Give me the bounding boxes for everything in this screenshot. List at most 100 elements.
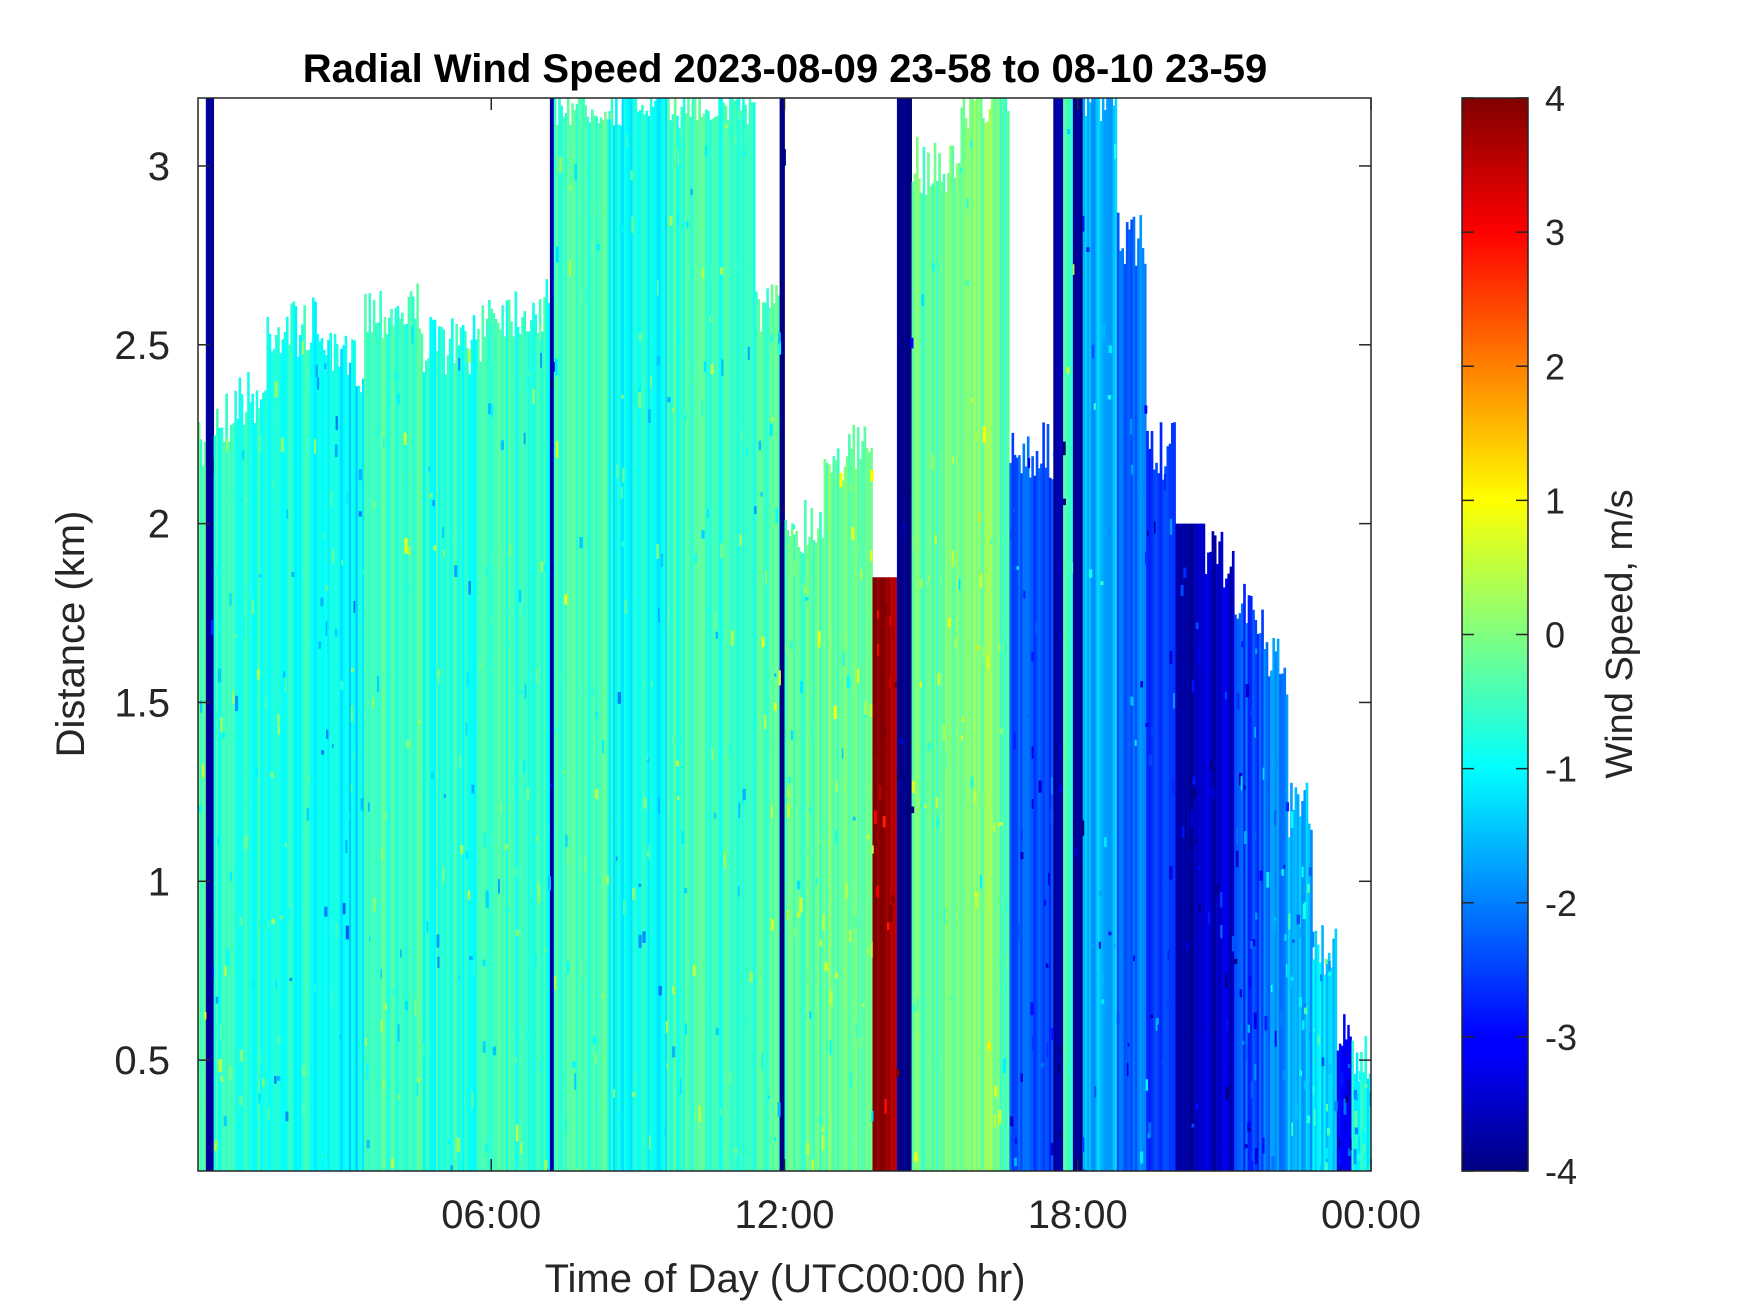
heatmap-speckle (489, 309, 492, 326)
heatmap-speckle (204, 1011, 207, 1020)
heatmap-cell (496, 322, 500, 1171)
heatmap-cell (724, 105, 728, 1171)
heatmap-speckle (1098, 941, 1101, 949)
heatmap-speckle (677, 213, 679, 225)
heatmap-cell (1218, 541, 1222, 1171)
heatmap-speckle (1302, 903, 1307, 919)
heatmap-cell (799, 551, 803, 1171)
heatmap-speckle (1031, 1035, 1034, 1051)
heatmap-speckle (492, 1046, 497, 1056)
heatmap-cell (658, 98, 662, 1171)
heatmap-speckle (1284, 934, 1287, 941)
heatmap-speckle (1057, 1062, 1061, 1074)
heatmap-cell (634, 98, 638, 1171)
heatmap-cell (368, 293, 372, 1171)
heatmap-speckle (1198, 904, 1201, 913)
heatmap-cell (392, 325, 395, 1171)
heatmap-speckle (1238, 709, 1241, 725)
heatmap-cell (519, 333, 522, 1171)
heatmap-speckle (1343, 1098, 1347, 1115)
heatmap-segment-20 (911, 136, 961, 1171)
heatmap-speckle (809, 806, 812, 814)
heatmap-cell (744, 104, 747, 1171)
x-tick-label: 00:00 (1321, 1193, 1421, 1237)
heatmap-cell (940, 182, 944, 1171)
heatmap-speckle (690, 189, 693, 195)
heatmap-speckle (621, 541, 625, 547)
heatmap-speckle (1155, 1018, 1159, 1025)
heatmap-speckle (815, 878, 818, 884)
heatmap-speckle (1319, 1165, 1322, 1171)
heatmap-speckle (198, 1061, 201, 1071)
heatmap-speckle (416, 1083, 419, 1096)
heatmap-speckle (664, 1126, 667, 1137)
heatmap-speckle (1101, 324, 1106, 339)
heatmap-speckle (471, 1092, 474, 1108)
heatmap-speckle (1255, 648, 1258, 655)
heatmap-speckle (650, 823, 653, 828)
heatmap-speckle (919, 681, 922, 688)
heatmap-speckle (301, 341, 304, 355)
heatmap-cell (571, 103, 574, 1171)
heatmap-speckle (1291, 977, 1294, 981)
heatmap-speckle (306, 808, 310, 821)
heatmap-speckle (719, 267, 723, 275)
heatmap-cell (1106, 98, 1109, 1171)
heatmap-speckle (623, 900, 626, 915)
heatmap-speckle (821, 1126, 824, 1132)
heatmap-speckle (787, 777, 791, 783)
heatmap-cell (238, 377, 242, 1171)
heatmap-speckle (934, 535, 937, 545)
heatmap-speckle (874, 756, 878, 761)
heatmap-speckle (775, 507, 778, 524)
heatmap-speckle (285, 439, 287, 443)
heatmap-speckle (515, 1124, 519, 1142)
heatmap-speckle (889, 677, 891, 688)
heatmap-speckle (1005, 955, 1009, 967)
heatmap-speckle (1185, 942, 1189, 951)
heatmap-speckle (1027, 715, 1030, 719)
heatmap-speckle (1238, 772, 1243, 786)
heatmap-speckle (1100, 972, 1104, 986)
heatmap-speckle (255, 767, 259, 778)
heatmap-speckle (391, 989, 395, 995)
heatmap-speckle (833, 705, 838, 719)
heatmap-speckle (285, 1111, 289, 1122)
heatmap-speckle (1099, 891, 1102, 896)
heatmap-speckle (1282, 1070, 1286, 1080)
heatmap-speckle (291, 830, 295, 842)
heatmap-cell (927, 152, 930, 1171)
heatmap-cell (746, 124, 750, 1171)
heatmap-speckle (479, 662, 482, 670)
heatmap-cell (647, 116, 651, 1171)
heatmap-cell (623, 98, 627, 1171)
heatmap-speckle (489, 615, 493, 624)
heatmap-speckle (579, 536, 583, 549)
heatmap-speckle (643, 797, 647, 809)
heatmap-cell (1285, 694, 1289, 1171)
heatmap-cell (684, 113, 688, 1171)
heatmap-speckle (979, 573, 983, 588)
heatmap-speckle (284, 677, 287, 693)
y-axis-label: Distance (km) (49, 511, 93, 758)
heatmap-cell (549, 98, 553, 1171)
heatmap-speckle (1239, 989, 1243, 998)
heatmap-speckle (973, 790, 977, 805)
heatmap-speckle (229, 1066, 232, 1081)
heatmap-speckle (467, 349, 471, 363)
heatmap-speckle (324, 363, 327, 370)
heatmap-cell (257, 408, 261, 1171)
heatmap-cell (433, 319, 437, 1171)
heatmap-speckle (418, 721, 421, 725)
heatmap-speckle (797, 912, 801, 918)
heatmap-cell (806, 544, 809, 1171)
heatmap-speckle (321, 750, 325, 755)
heatmap-cell (671, 114, 675, 1171)
heatmap-speckle (210, 619, 214, 636)
heatmap-speckle (454, 565, 458, 578)
heatmap-cell (472, 315, 476, 1171)
heatmap-cell (604, 111, 607, 1171)
heatmap-speckle (1233, 958, 1238, 964)
heatmap-speckle (358, 469, 363, 481)
heatmap-speckle (1010, 1116, 1014, 1127)
